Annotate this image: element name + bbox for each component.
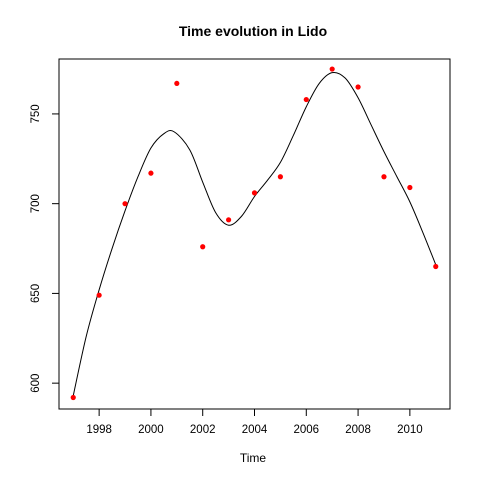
fit-line-layer bbox=[72, 71, 437, 396]
x-tick-label: 2006 bbox=[293, 424, 319, 436]
x-tick-label: 2008 bbox=[345, 424, 371, 436]
data-point bbox=[148, 170, 154, 176]
fit-line bbox=[72, 71, 437, 396]
x-tick-label: 2010 bbox=[397, 424, 423, 436]
data-point bbox=[70, 394, 76, 401]
y-tick-label: 700 bbox=[30, 194, 42, 213]
data-point bbox=[303, 96, 309, 103]
x-tick-label: 2000 bbox=[138, 424, 164, 436]
y-axis: 600 650 700 750 bbox=[30, 104, 60, 393]
data-point bbox=[407, 184, 413, 191]
data-point bbox=[355, 84, 361, 90]
data-point bbox=[381, 174, 387, 180]
y-tick-label: 600 bbox=[30, 374, 42, 393]
points-layer bbox=[70, 66, 439, 401]
data-point bbox=[122, 201, 128, 207]
x-tick-label: 1998 bbox=[86, 424, 112, 436]
y-tick-label: 650 bbox=[30, 284, 42, 303]
data-point bbox=[329, 66, 335, 72]
data-point bbox=[174, 80, 180, 87]
plot-frame bbox=[58, 58, 451, 410]
x-axis: 1998 2000 2002 2004 2006 2008 2010 bbox=[86, 408, 423, 436]
x-tick-label: 2002 bbox=[190, 424, 216, 436]
y-tick-label: 750 bbox=[30, 104, 42, 123]
data-point bbox=[277, 174, 283, 180]
chart-title: Time evolution in Lido bbox=[179, 23, 327, 39]
x-tick-label: 2004 bbox=[242, 424, 268, 436]
data-point bbox=[226, 217, 232, 223]
data-point bbox=[433, 263, 439, 270]
x-axis-title: Time bbox=[240, 451, 267, 465]
data-point bbox=[200, 244, 206, 250]
data-point bbox=[96, 292, 102, 298]
data-point bbox=[251, 190, 258, 196]
